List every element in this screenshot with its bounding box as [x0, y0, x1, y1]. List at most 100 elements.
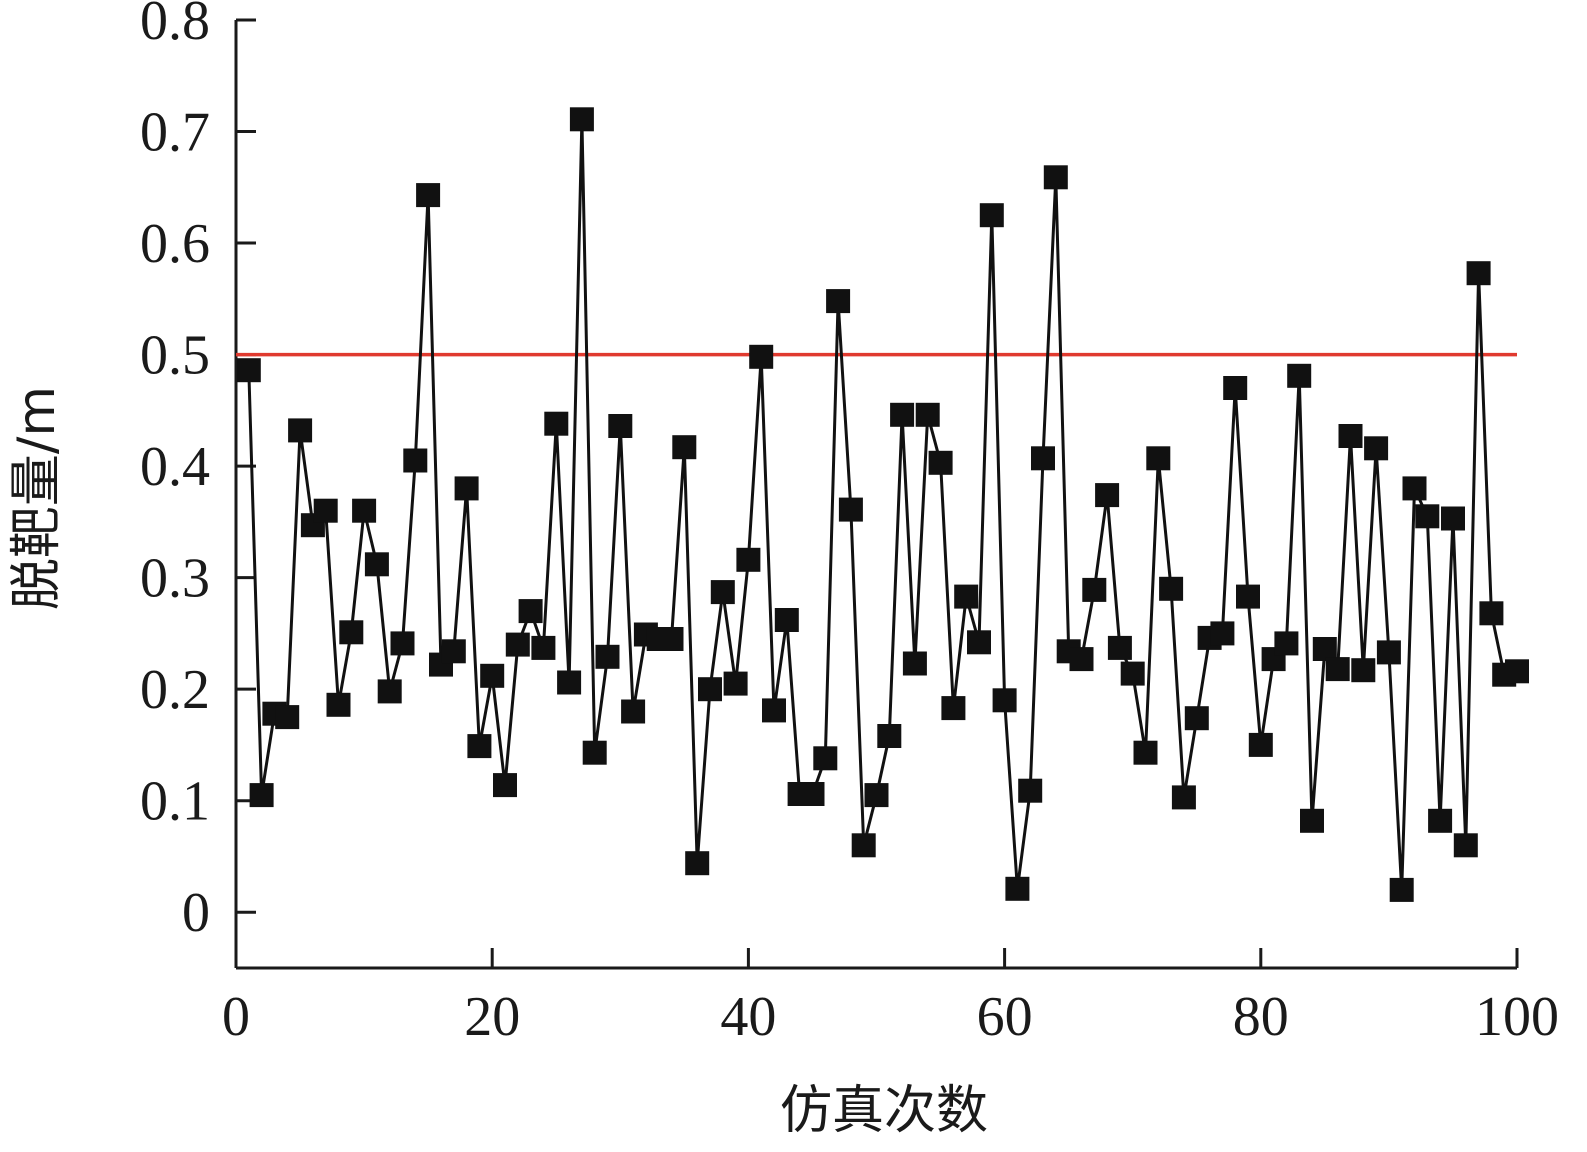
x-tick-label: 0	[222, 986, 250, 1048]
data-point	[928, 450, 953, 475]
y-tick-label: 0.8	[140, 0, 210, 52]
x-tick-label: 20	[464, 986, 520, 1048]
data-point	[826, 289, 851, 314]
data-point	[1466, 261, 1491, 286]
data-point	[1107, 635, 1132, 660]
data-point	[1159, 576, 1184, 601]
data-point	[1043, 165, 1068, 190]
y-tick-label: 0.1	[140, 771, 210, 833]
data-point	[1376, 640, 1401, 665]
data-point	[749, 344, 774, 369]
data-point	[1274, 631, 1299, 656]
y-axis-title: 脱靶量/m	[7, 386, 67, 610]
data-point	[1069, 647, 1094, 672]
data-point	[1095, 483, 1120, 508]
data-point	[838, 497, 863, 522]
data-point	[467, 734, 492, 759]
y-tick-label: 0	[182, 882, 210, 944]
data-point	[1428, 808, 1453, 833]
data-point	[569, 107, 594, 132]
y-tick-label: 0.2	[140, 659, 210, 721]
x-tick-label: 40	[720, 986, 776, 1048]
data-point	[1031, 446, 1055, 471]
data-point	[685, 851, 710, 876]
data-point	[967, 630, 991, 655]
data-point	[531, 635, 556, 660]
data-point	[1082, 577, 1107, 602]
data-point	[275, 705, 300, 730]
data-point	[723, 671, 748, 696]
data-point	[877, 724, 902, 748]
data-point	[621, 699, 646, 724]
data-point	[352, 498, 377, 523]
data-point	[377, 679, 402, 704]
data-point	[1184, 706, 1209, 731]
data-point	[979, 203, 1004, 228]
data-point	[941, 696, 966, 721]
data-point	[1402, 476, 1427, 501]
data-point	[493, 773, 517, 798]
data-point	[441, 639, 466, 664]
data-point	[1005, 876, 1030, 901]
series-layer	[247, 119, 1518, 890]
data-point	[890, 402, 915, 427]
data-point	[1171, 785, 1196, 810]
data-point	[813, 746, 838, 771]
x-tick-label: 80	[1233, 986, 1289, 1048]
data-point	[915, 402, 940, 427]
data-point	[659, 627, 684, 651]
data-point	[1300, 808, 1324, 833]
x-axis-title: 仿真次数	[780, 1081, 988, 1141]
data-point	[1325, 657, 1350, 682]
y-ticks: 0 0.1 0.2 0.3 0.4 0.5 0.6 0.7 0.8	[140, 0, 256, 944]
x-ticks: 0 20 40 60 80 100	[222, 948, 1559, 1048]
data-point	[595, 644, 620, 669]
data-point	[390, 631, 415, 656]
data-point	[518, 599, 543, 624]
data-point	[1505, 659, 1529, 684]
data-point	[992, 688, 1017, 713]
data-point	[851, 833, 876, 858]
data-point	[1210, 621, 1235, 646]
data-point	[762, 698, 786, 723]
data-point	[1018, 778, 1043, 803]
y-tick-label: 0.3	[140, 548, 210, 610]
data-point	[864, 783, 889, 808]
axes	[234, 20, 1517, 970]
data-point	[608, 414, 633, 438]
data-point	[1453, 833, 1478, 858]
data-point	[1364, 436, 1389, 461]
x-tick-label: 100	[1475, 986, 1559, 1048]
data-point	[800, 782, 825, 806]
data-point	[1338, 424, 1363, 448]
y-tick-label: 0.4	[140, 436, 210, 498]
data-point	[557, 670, 582, 695]
data-point	[249, 783, 274, 808]
data-point	[480, 663, 505, 688]
data-point	[774, 608, 799, 632]
data-point	[364, 552, 389, 577]
data-point	[339, 620, 364, 645]
data-point	[454, 476, 479, 501]
marker-layer	[236, 107, 1529, 902]
y-tick-label: 0.6	[140, 213, 210, 275]
data-point	[544, 411, 569, 436]
data-point	[1441, 506, 1465, 531]
data-point	[403, 448, 428, 473]
data-point	[1236, 584, 1260, 609]
data-point	[1248, 732, 1273, 757]
data-point	[582, 740, 607, 765]
data-point	[236, 358, 261, 383]
data-point	[1351, 658, 1376, 683]
data-point	[1146, 446, 1171, 471]
data-point	[288, 418, 313, 443]
y-tick-label: 0.5	[140, 325, 210, 387]
data-point	[1223, 376, 1248, 400]
data-point	[1389, 877, 1414, 902]
data-point	[672, 435, 697, 460]
data-point	[1133, 740, 1158, 765]
data-point	[954, 584, 979, 609]
data-point	[736, 547, 761, 572]
data-point	[1312, 637, 1337, 661]
